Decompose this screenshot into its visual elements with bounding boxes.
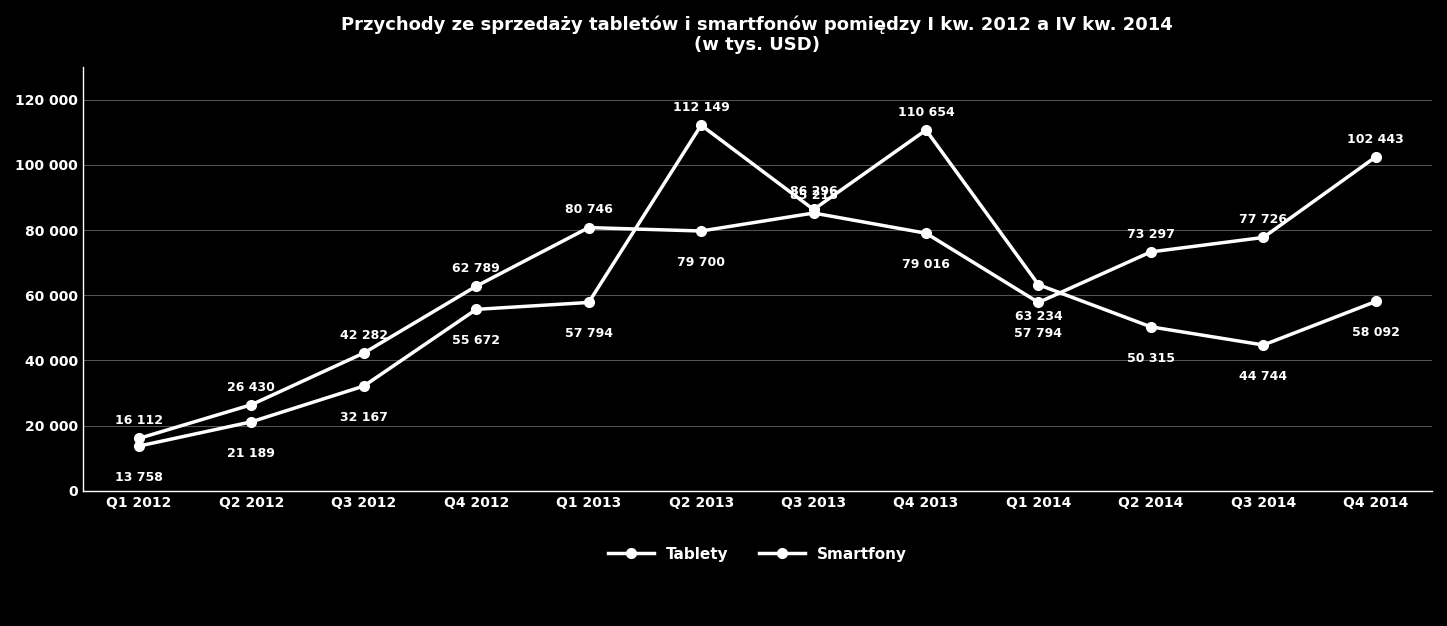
Text: 26 430: 26 430 (227, 381, 275, 394)
Text: 79 016: 79 016 (901, 259, 951, 271)
Text: 57 794: 57 794 (564, 327, 612, 341)
Text: 85 215: 85 215 (790, 189, 838, 202)
Smartfony (805, 206, 822, 213)
Text: 55 672: 55 672 (453, 334, 501, 347)
Text: 13 758: 13 758 (114, 471, 164, 484)
Text: 32 167: 32 167 (340, 411, 388, 424)
Line: Tablety: Tablety (135, 152, 1380, 443)
Smartfony (243, 418, 260, 426)
Text: 79 700: 79 700 (677, 256, 725, 269)
Text: 86 296: 86 296 (790, 185, 838, 198)
Tablety (917, 230, 935, 237)
Text: 16 112: 16 112 (114, 414, 164, 428)
Smartfony (1367, 298, 1385, 305)
Text: 44 744: 44 744 (1239, 370, 1288, 383)
Text: 73 297: 73 297 (1127, 228, 1175, 241)
Tablety (805, 209, 822, 217)
Line: Smartfony: Smartfony (135, 120, 1380, 451)
Smartfony (1255, 341, 1272, 349)
Smartfony (580, 299, 598, 306)
Tablety (693, 227, 710, 235)
Legend: Tablety, Smartfony: Tablety, Smartfony (602, 541, 913, 568)
Tablety (1367, 153, 1385, 161)
Tablety (243, 401, 260, 409)
Text: 62 789: 62 789 (453, 262, 501, 275)
Smartfony (917, 126, 935, 134)
Smartfony (355, 382, 372, 390)
Text: 42 282: 42 282 (340, 329, 388, 342)
Tablety (1255, 233, 1272, 241)
Text: 112 149: 112 149 (673, 101, 729, 114)
Text: 63 234: 63 234 (1014, 310, 1062, 323)
Text: 50 315: 50 315 (1127, 352, 1175, 365)
Smartfony (1030, 281, 1048, 289)
Text: 77 726: 77 726 (1239, 213, 1288, 227)
Tablety (1030, 299, 1048, 306)
Smartfony (467, 305, 485, 313)
Text: 80 746: 80 746 (564, 203, 612, 217)
Text: 102 443: 102 443 (1347, 133, 1404, 146)
Smartfony (693, 121, 710, 129)
Text: 21 189: 21 189 (227, 447, 275, 460)
Smartfony (1142, 323, 1159, 331)
Text: 58 092: 58 092 (1351, 327, 1399, 339)
Text: 110 654: 110 654 (897, 106, 955, 119)
Text: 57 794: 57 794 (1014, 327, 1062, 341)
Tablety (1142, 248, 1159, 255)
Tablety (130, 434, 148, 442)
Title: Przychody ze sprzedaży tabletów i smartfonów pomiędzy I kw. 2012 a IV kw. 2014
(: Przychody ze sprzedaży tabletów i smartf… (341, 15, 1174, 54)
Smartfony (130, 443, 148, 450)
Tablety (467, 282, 485, 290)
Tablety (355, 349, 372, 357)
Tablety (580, 224, 598, 232)
